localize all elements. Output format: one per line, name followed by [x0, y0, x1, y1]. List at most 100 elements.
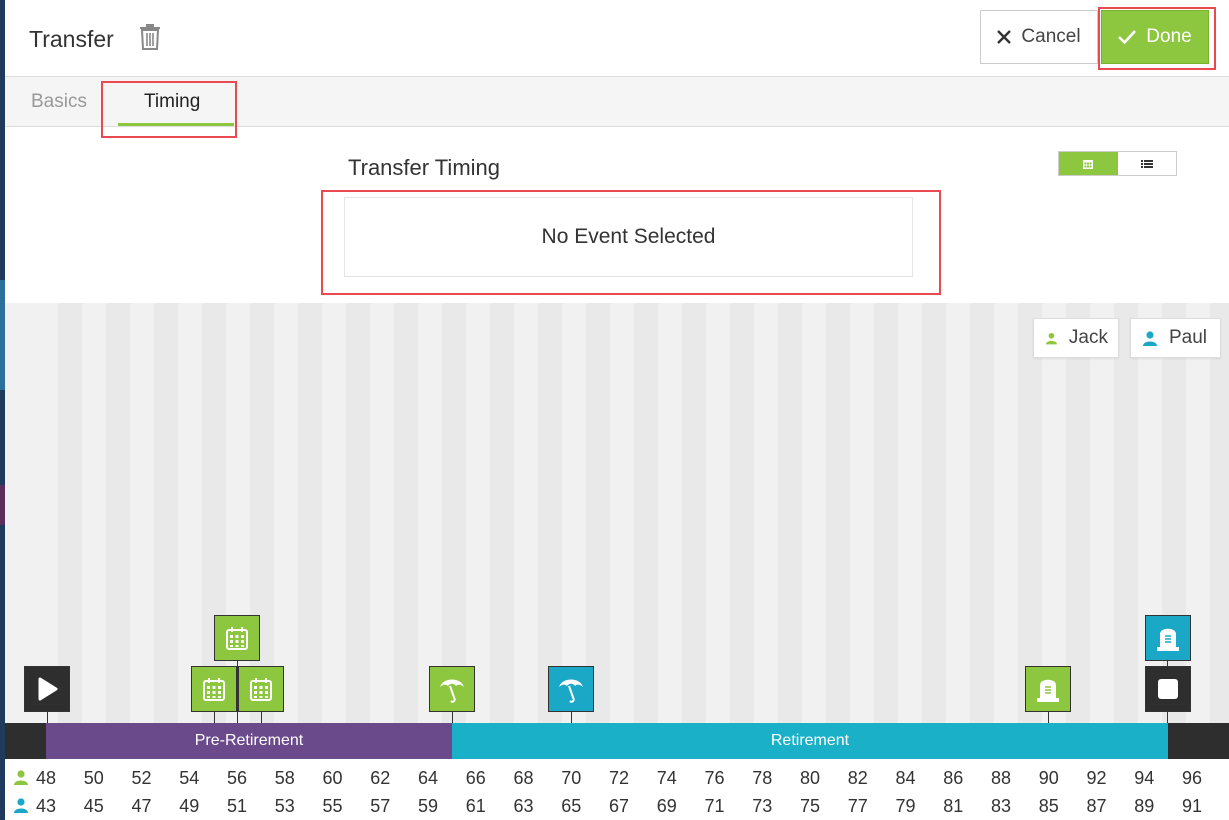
highlight-timing-tab	[101, 81, 237, 138]
person-icon	[1046, 332, 1057, 344]
background-app-edge	[0, 0, 5, 820]
phase-retirement[interactable]: Retirement	[452, 723, 1168, 759]
age-label: 67	[608, 796, 630, 816]
person-icon	[14, 770, 28, 785]
umbrella-icon	[559, 679, 583, 703]
close-icon	[997, 30, 1012, 44]
age-label: 55	[322, 796, 343, 816]
done-button[interactable]: Done	[1101, 10, 1209, 64]
calendar-icon	[250, 678, 272, 701]
end-event[interactable]	[1145, 666, 1191, 712]
calendar-icon	[203, 678, 225, 701]
age-label: 90	[1038, 768, 1059, 788]
tombstone-icon	[1037, 679, 1059, 702]
age-label: 70	[561, 768, 582, 788]
savings-event[interactable]	[214, 615, 260, 661]
age-axis: 48 50 52 54 56 58 60 62 64 66 68 70 72 74 76 78 80 82 84 86…	[5, 759, 1229, 820]
age-label: 68	[513, 768, 534, 788]
age-label: 92	[1086, 768, 1107, 788]
age-label: 63	[513, 796, 534, 816]
stop-icon	[1158, 679, 1178, 699]
trash-icon[interactable]	[139, 24, 161, 50]
death-event-jack[interactable]	[1025, 666, 1071, 712]
age-label: 66	[465, 768, 486, 788]
age-label: 96	[1181, 768, 1203, 788]
view-toggle	[1058, 151, 1177, 176]
age-label: 78	[752, 768, 773, 788]
age-label: 69	[656, 796, 677, 816]
age-label: 79	[895, 796, 916, 816]
calendar-icon	[226, 627, 248, 650]
age-label: 58	[274, 768, 295, 788]
person-jack-label: Jack	[1068, 327, 1108, 348]
age-label: 80	[799, 768, 821, 788]
age-label: 53	[274, 796, 295, 816]
retirement-event-jack[interactable]	[429, 666, 475, 712]
age-label: 75	[799, 796, 821, 816]
savings-event[interactable]	[238, 666, 284, 712]
tombstone-icon	[1157, 628, 1179, 651]
timeline-area	[5, 303, 1229, 723]
tab-basics[interactable]: Basics	[31, 91, 87, 112]
age-label: 81	[943, 796, 964, 816]
highlight-event-box	[321, 190, 941, 295]
age-label: 62	[370, 768, 391, 788]
person-paul-button[interactable]: Paul	[1130, 318, 1221, 358]
age-label: 59	[417, 796, 439, 816]
age-label: 77	[847, 796, 868, 816]
active-tab-indicator	[118, 123, 234, 126]
age-label: 52	[131, 768, 152, 788]
age-label: 76	[704, 768, 725, 788]
age-label: 54	[179, 768, 200, 788]
age-label: 83	[990, 796, 1012, 816]
selected-event-display: No Event Selected	[344, 197, 913, 277]
person-jack-button[interactable]: Jack	[1033, 318, 1119, 358]
section-title: Transfer Timing	[348, 155, 501, 180]
done-label: Done	[1146, 26, 1192, 47]
age-label: 82	[847, 768, 868, 788]
cancel-label: Cancel	[1021, 26, 1081, 47]
list-icon	[1140, 159, 1153, 168]
person-icon	[1143, 330, 1157, 346]
phase-pre-retirement[interactable]: Pre-Retirement	[46, 723, 452, 759]
retirement-event-paul[interactable]	[548, 666, 594, 712]
person-icon	[14, 798, 28, 813]
age-label: 87	[1086, 796, 1107, 816]
age-label: 45	[83, 796, 104, 816]
page-title: Transfer	[29, 26, 114, 52]
calendar-view-button[interactable]	[1059, 152, 1118, 175]
age-label: 72	[608, 768, 630, 788]
age-label: 43	[35, 796, 57, 816]
age-label: 64	[417, 768, 439, 788]
tab-bar: Basics Timing	[5, 77, 1229, 127]
age-label: 91	[1181, 796, 1203, 816]
age-label: 56	[226, 768, 248, 788]
check-icon	[1118, 30, 1137, 45]
age-label: 73	[752, 796, 773, 816]
highlight-done	[1098, 7, 1216, 70]
age-label: 65	[561, 796, 582, 816]
calendar-icon	[1083, 159, 1094, 169]
age-label: 61	[465, 796, 486, 816]
start-event[interactable]	[24, 666, 70, 712]
age-label: 94	[1134, 768, 1155, 788]
play-icon	[38, 677, 58, 701]
age-label: 47	[131, 796, 152, 816]
age-label: 48	[35, 768, 57, 788]
age-label: 86	[943, 768, 964, 788]
tab-timing[interactable]: Timing	[144, 91, 201, 112]
age-label: 57	[370, 796, 391, 816]
age-label: 71	[704, 796, 725, 816]
cancel-button[interactable]: Cancel	[980, 10, 1098, 64]
age-label: 85	[1038, 796, 1059, 816]
age-label: 50	[83, 768, 104, 788]
person-paul-label: Paul	[1169, 327, 1208, 348]
age-label: 88	[990, 768, 1012, 788]
age-label: 60	[322, 768, 343, 788]
death-event-paul[interactable]	[1145, 615, 1191, 661]
age-label: 84	[895, 768, 916, 788]
age-label: 49	[179, 796, 200, 816]
list-view-button[interactable]	[1118, 152, 1177, 175]
savings-event[interactable]	[191, 666, 237, 712]
